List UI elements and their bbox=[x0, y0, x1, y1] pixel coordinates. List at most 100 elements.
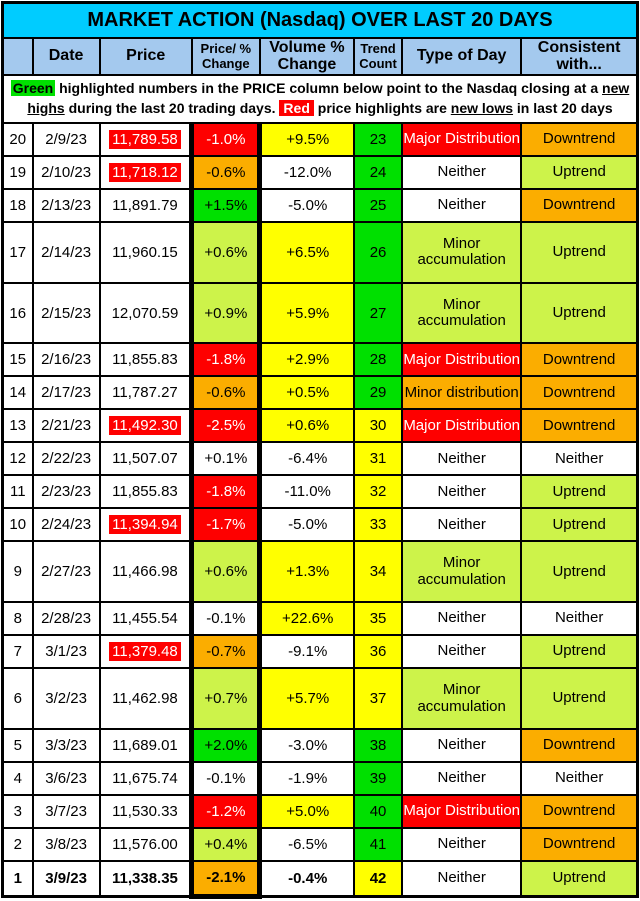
cell-consistent-with: Downtrend bbox=[520, 793, 639, 829]
cell-price-change: -0.1% bbox=[189, 601, 263, 637]
legend-note-row: Green highlighted numbers in the PRICE c… bbox=[1, 74, 639, 124]
cell-row-number: 19 bbox=[1, 154, 34, 190]
red-highlight-sample: Red bbox=[279, 100, 314, 116]
cell-trend-count: 37 bbox=[353, 667, 404, 730]
cell-type-of-day: Minor accumulation bbox=[401, 220, 523, 284]
title-row: MARKET ACTION (Nasdaq) OVER LAST 20 DAYS bbox=[1, 1, 639, 39]
table-row: 18 2/13/23 11,891.79 +1.5% -5.0% 25 Neither Dow… bbox=[1, 187, 639, 223]
cell-trend-count: 38 bbox=[353, 727, 404, 763]
cell-volume-change: +0.6% bbox=[258, 408, 356, 444]
table-row: 6 3/2/23 11,462.98 +0.7% +5.7% 37 Minor accumu… bbox=[1, 667, 639, 730]
page-title: MARKET ACTION (Nasdaq) OVER LAST 20 DAYS bbox=[1, 1, 639, 39]
cell-date: 2/27/23 bbox=[31, 540, 101, 604]
cell-trend-count: 29 bbox=[353, 375, 404, 411]
cell-date: 3/2/23 bbox=[31, 667, 101, 730]
table-row: 16 2/15/23 12,070.59 +0.9% +5.9% 27 Minor accu… bbox=[1, 281, 639, 345]
cell-price: 11,507.07 bbox=[98, 441, 193, 477]
cell-type-of-day: Neither bbox=[401, 826, 523, 862]
cell-price: 11,394.94 bbox=[98, 507, 193, 543]
column-header-row: Date Price Price/ % Change Volume % Chan… bbox=[1, 37, 639, 76]
cell-consistent-with: Uptrend bbox=[520, 634, 639, 670]
cell-consistent-with: Uptrend bbox=[520, 154, 639, 190]
cell-volume-change: +5.0% bbox=[258, 793, 356, 829]
cell-price: 11,455.54 bbox=[98, 601, 193, 637]
table-row: 3 3/7/23 11,530.33 -1.2% +5.0% 40 Major Distri… bbox=[1, 793, 639, 829]
note-text: in last 20 days bbox=[513, 100, 613, 116]
cell-price-change: -1.8% bbox=[189, 342, 263, 378]
column-header-label: Change bbox=[201, 55, 250, 71]
cell-row-number: 14 bbox=[1, 375, 34, 411]
cell-date: 3/9/23 bbox=[31, 859, 101, 898]
column-header-label: Date bbox=[48, 47, 84, 65]
cell-row-number: 9 bbox=[1, 540, 34, 604]
cell-price-change: +0.4% bbox=[189, 826, 263, 862]
cell-date: 2/14/23 bbox=[31, 220, 101, 284]
cell-trend-count: 28 bbox=[353, 342, 404, 378]
cell-volume-change: +1.3% bbox=[258, 540, 356, 604]
cell-price-change: +0.9% bbox=[189, 281, 263, 345]
cell-trend-count: 36 bbox=[353, 634, 404, 670]
cell-date: 2/16/23 bbox=[31, 342, 101, 378]
cell-date: 2/17/23 bbox=[31, 375, 101, 411]
cell-trend-count: 33 bbox=[353, 507, 404, 543]
cell-trend-count: 39 bbox=[353, 760, 404, 796]
cell-row-number: 1 bbox=[1, 859, 34, 898]
table-row: 13 2/21/23 11,492.30 -2.5% +0.6% 30 Major Dist… bbox=[1, 408, 639, 444]
table-row: 20 2/9/23 11,789.58 -1.0% +9.5% 23 Major Distr… bbox=[1, 122, 639, 157]
table-row: 2 3/8/23 11,576.00 +0.4% -6.5% 41 Neither Downt… bbox=[1, 826, 639, 862]
cell-date: 3/3/23 bbox=[31, 727, 101, 763]
cell-row-number: 8 bbox=[1, 601, 34, 637]
cell-row-number: 13 bbox=[1, 408, 34, 444]
cell-price: 11,960.15 bbox=[98, 220, 193, 284]
table-row: 10 2/24/23 11,394.94 -1.7% -5.0% 33 Neither Upt… bbox=[1, 507, 639, 543]
cell-row-number: 3 bbox=[1, 793, 34, 829]
cell-date: 3/8/23 bbox=[31, 826, 101, 862]
cell-type-of-day: Minor accumulation bbox=[401, 540, 523, 604]
column-header-volume-change: Volume % Change bbox=[258, 37, 356, 76]
table-row: 1 3/9/23 11,338.35 -2.1% -0.4% 42 Neither Uptre… bbox=[1, 859, 639, 899]
cell-trend-count: 34 bbox=[353, 540, 404, 604]
cell-trend-count: 27 bbox=[353, 281, 404, 345]
cell-type-of-day: Minor distribution bbox=[401, 375, 523, 411]
cell-price: 11,466.98 bbox=[98, 540, 193, 604]
cell-price-change: -2.5% bbox=[189, 408, 263, 444]
cell-volume-change: -1.9% bbox=[258, 760, 356, 796]
cell-volume-change: +9.5% bbox=[258, 122, 356, 157]
cell-price-change: -1.7% bbox=[189, 507, 263, 543]
column-header-date: Date bbox=[31, 37, 101, 76]
cell-date: 2/15/23 bbox=[31, 281, 101, 345]
cell-price-change: -0.6% bbox=[189, 375, 263, 411]
cell-trend-count: 31 bbox=[353, 441, 404, 477]
cell-date: 2/28/23 bbox=[31, 601, 101, 637]
cell-price: 11,855.83 bbox=[98, 474, 193, 510]
cell-trend-count: 23 bbox=[353, 122, 404, 157]
cell-row-number: 4 bbox=[1, 760, 34, 796]
column-header-label: Price bbox=[126, 47, 166, 65]
cell-trend-count: 41 bbox=[353, 826, 404, 862]
cell-type-of-day: Major Distribution bbox=[401, 793, 523, 829]
cell-volume-change: -9.1% bbox=[258, 634, 356, 670]
table-row: 8 2/28/23 11,455.54 -0.1% +22.6% 35 Neither Nei… bbox=[1, 601, 639, 637]
cell-date: 2/10/23 bbox=[31, 154, 101, 190]
cell-row-number: 7 bbox=[1, 634, 34, 670]
table-row: 5 3/3/23 11,689.01 +2.0% -3.0% 38 Neither Downt… bbox=[1, 727, 639, 763]
cell-price-change: +0.7% bbox=[189, 667, 263, 730]
cell-price: 11,379.48 bbox=[98, 634, 193, 670]
cell-consistent-with: Uptrend bbox=[520, 667, 639, 730]
cell-price: 12,070.59 bbox=[98, 281, 193, 345]
cell-price: 11,718.12 bbox=[98, 154, 193, 190]
table-row: 15 2/16/23 11,855.83 -1.8% +2.9% 28 Major Dist… bbox=[1, 342, 639, 378]
legend-note: Green highlighted numbers in the PRICE c… bbox=[1, 74, 639, 124]
cell-consistent-with: Downtrend bbox=[520, 408, 639, 444]
cell-type-of-day: Minor accumulation bbox=[401, 281, 523, 345]
table-row: 4 3/6/23 11,675.74 -0.1% -1.9% 39 Neither Neith… bbox=[1, 760, 639, 796]
cell-date: 2/24/23 bbox=[31, 507, 101, 543]
cell-type-of-day: Major Distribution bbox=[401, 342, 523, 378]
cell-type-of-day: Neither bbox=[401, 187, 523, 223]
cell-price-change: +2.0% bbox=[189, 727, 263, 763]
cell-price-change: -1.2% bbox=[189, 793, 263, 829]
column-header-label: Trend bbox=[360, 41, 396, 57]
cell-row-number: 5 bbox=[1, 727, 34, 763]
cell-date: 2/22/23 bbox=[31, 441, 101, 477]
cell-consistent-with: Downtrend bbox=[520, 826, 639, 862]
